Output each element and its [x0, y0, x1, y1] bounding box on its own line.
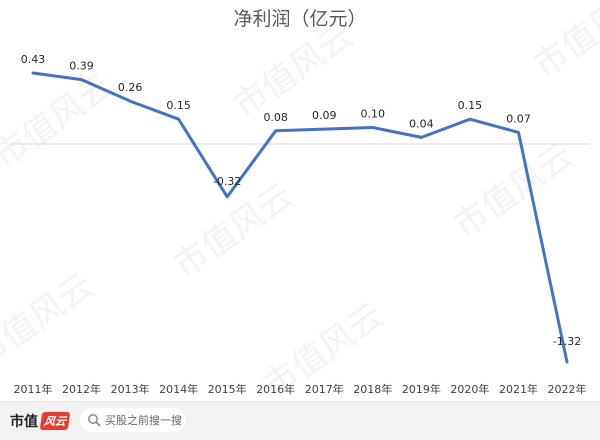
brand-name: 市值	[10, 414, 38, 430]
x-tick-label: 2017年	[305, 382, 344, 396]
data-label: -1.32	[553, 335, 581, 348]
data-label: 0.10	[361, 108, 386, 121]
data-label: 0.43	[21, 53, 46, 66]
brand-logo: 市值 风云	[10, 411, 71, 431]
x-tick-label: 2018年	[353, 382, 392, 396]
chart-title: 净利润（亿元）	[233, 8, 366, 30]
x-tick-label: 2016年	[256, 382, 295, 396]
data-label: 0.15	[458, 99, 483, 112]
footer-bar: 市值 风云 买股之前搜一搜	[0, 401, 600, 440]
search-icon	[88, 414, 101, 427]
x-tick-label: 2012年	[62, 382, 101, 396]
search-box[interactable]: 买股之前搜一搜	[80, 408, 186, 432]
line-chart: 市值风云市值风云市值风云市值风云市值风云市值风云市值风云 净利润（亿元） 0.4…	[0, 0, 600, 401]
x-tick-label: 2019年	[402, 382, 441, 396]
x-tick-label: 2021年	[499, 382, 538, 396]
brand-seal: 风云	[39, 412, 71, 430]
data-label: 0.04	[409, 117, 434, 130]
data-label: 0.09	[312, 109, 337, 122]
search-placeholder: 买股之前搜一搜	[105, 414, 182, 427]
x-tick-label: 2020年	[450, 382, 489, 396]
x-tick-label: 2015年	[208, 382, 247, 396]
data-label: 0.26	[118, 81, 143, 94]
data-label: -0.32	[213, 175, 241, 188]
x-tick-label: 2014年	[159, 382, 198, 396]
data-label: 0.39	[69, 60, 94, 73]
x-tick-label: 2011年	[14, 382, 53, 396]
data-labels: 0.43 0.39 0.26 0.15 -0.32 0.08 0.09 0.10 0.04 0.1…	[21, 53, 581, 348]
x-tick-label: 2013年	[111, 382, 150, 396]
x-tick-label: 2022年	[548, 382, 587, 396]
data-label: 0.07	[506, 112, 531, 125]
data-label: 0.08	[263, 111, 288, 124]
data-label: 0.15	[166, 99, 191, 112]
series-line	[31, 71, 569, 364]
x-axis-ticks: 2011年 2012年 2013年 2014年 2015年 2016年 2017年 2018年…	[14, 382, 587, 396]
